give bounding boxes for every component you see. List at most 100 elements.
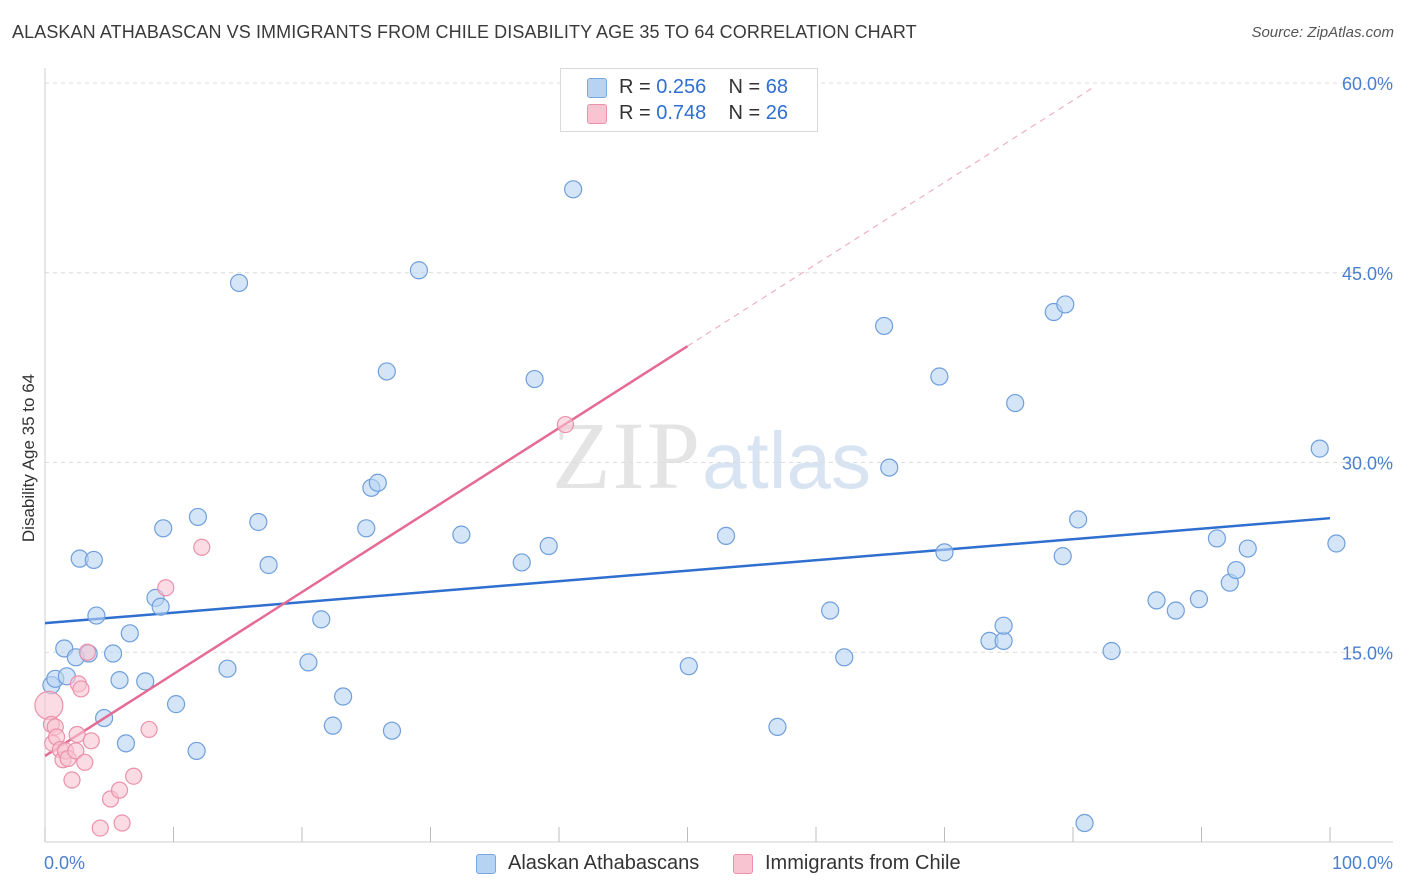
point-athabascan (377, 362, 396, 381)
point-athabascan (334, 687, 353, 706)
point-chile (82, 732, 100, 750)
point-athabascan (229, 273, 249, 293)
x-tick-label: 100.0% (1332, 853, 1393, 873)
point-athabascan (259, 555, 278, 575)
point-athabascan (994, 631, 1013, 650)
point-athabascan (1075, 813, 1094, 833)
point-athabascan (1207, 529, 1227, 548)
point-athabascan (512, 553, 531, 572)
point-athabascan (110, 670, 129, 690)
legend-n-label: N = (728, 76, 761, 98)
legend-swatch-blue (587, 78, 607, 98)
axes (44, 68, 1393, 843)
point-chile (125, 767, 143, 785)
point-chile (140, 720, 158, 739)
point-chile (63, 771, 81, 789)
trend-lines (44, 87, 1331, 625)
y-tick-label: 30.0% (1342, 454, 1393, 474)
point-athabascan (716, 526, 736, 545)
legend-n-value: 68 (765, 76, 789, 98)
y-tick-label: 45.0% (1342, 264, 1393, 284)
point-athabascan (880, 458, 899, 477)
point-athabascan (116, 734, 136, 753)
legend-r-label: R = (619, 76, 651, 98)
data-points (34, 180, 1346, 837)
correlation-legend: R = 0.256 N = 68 R = 0.748 N = 26 (560, 68, 818, 132)
legend-n-value: 26 (765, 102, 789, 124)
legend-r-value: 0.748 (656, 102, 707, 124)
bottom-legend-swatch-pink (733, 854, 753, 874)
point-chile (68, 725, 86, 744)
point-athabascan (1053, 547, 1072, 566)
point-athabascan (1069, 510, 1088, 529)
source-label: Source: ZipAtlas.com (1251, 24, 1394, 41)
trend-line-chile (44, 345, 689, 758)
trend-line-chile-extension (687, 87, 1093, 347)
legend-n-label: N = (728, 102, 761, 124)
legend-swatch-pink (587, 104, 607, 124)
point-athabascan (539, 536, 558, 556)
point-athabascan (821, 601, 840, 620)
point-athabascan (935, 543, 954, 562)
point-chile (91, 819, 109, 837)
point-athabascan (409, 261, 429, 280)
point-chile (113, 814, 131, 832)
point-athabascan (1102, 641, 1121, 661)
legend-r-value: 0.256 (656, 76, 707, 98)
bottom-legend-label: Immigrants from Chile (765, 852, 961, 874)
point-athabascan (84, 550, 103, 570)
trend-line-athabascans (44, 516, 1331, 625)
watermark-atlas: atlas (702, 416, 871, 505)
point-chile (76, 753, 94, 771)
point-athabascan (1006, 393, 1025, 413)
point-athabascan (1189, 590, 1209, 609)
point-chile (72, 680, 90, 698)
point-athabascan (87, 606, 106, 625)
point-athabascan (136, 672, 155, 691)
point-chile (193, 538, 211, 556)
point-athabascan (1327, 534, 1346, 553)
point-athabascan (835, 648, 854, 667)
point-athabascan (299, 653, 318, 672)
point-athabascan (1227, 560, 1246, 580)
legend-r-label: R = (619, 102, 651, 124)
y-axis-title: Disability Age 35 to 64 (19, 374, 38, 542)
point-athabascan (154, 519, 173, 538)
point-athabascan (1147, 591, 1166, 610)
point-athabascan (679, 657, 698, 676)
point-chile (157, 579, 175, 597)
point-athabascan (994, 616, 1013, 635)
point-athabascan (323, 716, 342, 735)
point-athabascan (104, 644, 123, 663)
watermark: ZIPatlas (552, 400, 871, 511)
point-chile (110, 781, 129, 799)
point-athabascan (930, 367, 949, 386)
point-chile (78, 643, 97, 661)
point-athabascan (525, 369, 544, 389)
point-athabascan (875, 316, 894, 336)
point-athabascan (564, 180, 583, 199)
axis-labels: 15.0% 30.0% 45.0% 60.0% 0.0% 100.0% Disability… (19, 74, 1393, 873)
point-chile (556, 415, 575, 434)
point-athabascan (218, 659, 237, 678)
point-athabascan (166, 695, 186, 714)
x-tick-label: 0.0% (44, 853, 85, 873)
y-tick-label: 60.0% (1342, 74, 1393, 94)
point-athabascan (249, 512, 268, 532)
point-athabascan (312, 610, 331, 629)
point-athabascan (382, 721, 402, 740)
chart-title: ALASKAN ATHABASCAN VS IMMIGRANTS FROM CH… (12, 22, 917, 42)
point-athabascan (1238, 539, 1257, 558)
point-athabascan (768, 717, 787, 736)
point-athabascan (187, 741, 206, 761)
watermark-zip: ZIP (552, 402, 702, 509)
point-athabascan (452, 525, 471, 544)
point-athabascan (188, 507, 208, 527)
point-athabascan (1310, 439, 1329, 458)
bottom-legend-label: Alaskan Athabascans (508, 852, 700, 874)
y-tick-label: 15.0% (1342, 643, 1393, 663)
point-athabascan (357, 519, 376, 538)
bottom-legend-swatch-blue (476, 854, 496, 874)
point-athabascan (1166, 601, 1185, 620)
